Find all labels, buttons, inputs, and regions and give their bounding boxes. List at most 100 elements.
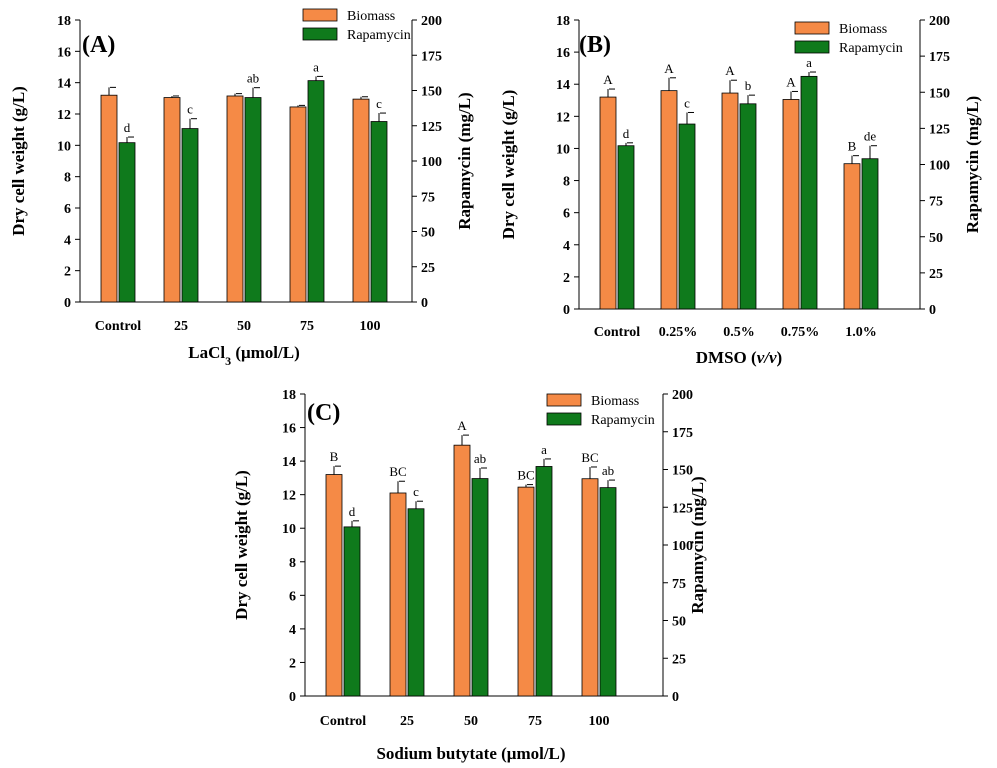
significance-label: a <box>806 55 812 70</box>
significance-label: B <box>330 449 339 464</box>
y2-tick-label: 150 <box>672 464 693 479</box>
significance-label: ab <box>474 451 486 466</box>
rapamycin-bar <box>343 526 361 697</box>
y2-tick-label: 25 <box>929 267 943 282</box>
y2-tick-label: 0 <box>929 303 936 318</box>
rapamycin-bar <box>617 145 635 310</box>
biomass-bar <box>782 99 800 310</box>
rapamycin-bar <box>244 97 262 303</box>
y2-tick-label: 75 <box>421 190 435 205</box>
y2-tick-label: 175 <box>672 426 693 441</box>
y2-tick-label: 200 <box>929 14 950 29</box>
significance-label: d <box>124 120 131 135</box>
y-tick-label: 14 <box>57 77 71 92</box>
legend-label-rapamycin: Rapamycin <box>839 41 903 56</box>
y2-tick-label: 100 <box>421 155 442 170</box>
x-axis-title-part: DMSO ( <box>696 348 757 367</box>
y2-tick-label: 0 <box>421 296 428 311</box>
y2-axis-title: Rapamycin (mg/L) <box>963 96 982 233</box>
rapamycin-bar <box>181 128 199 303</box>
legend-label-rapamycin: Rapamycin <box>347 28 411 43</box>
biomass-bar <box>352 98 370 303</box>
panel-label: (A) <box>82 32 115 58</box>
significance-label: A <box>664 61 674 76</box>
rapamycin-bar <box>800 75 818 310</box>
chart-panel-a: 0 2 4 6 8 10 12 14 16 18 0 25 50 75 100 125 150 175 200 Dry… <box>9 8 474 368</box>
y-tick-label: 10 <box>282 522 296 537</box>
y-tick-label: 8 <box>289 556 296 571</box>
rapamycin-bar <box>739 103 757 310</box>
y2-tick-label: 100 <box>672 539 693 554</box>
y-tick-label: 0 <box>64 296 71 311</box>
y-axis-title: Dry cell weight (g/L) <box>499 90 518 240</box>
y-axis-title: Dry cell weight (g/L) <box>9 86 28 236</box>
y-tick-label: 16 <box>57 45 71 60</box>
significance-label: c <box>376 96 382 111</box>
rapamycin-bar <box>307 80 325 303</box>
legend-swatch-biomass <box>794 21 830 35</box>
x-tick-label: 50 <box>237 319 251 334</box>
legend-swatch-rapamycin <box>546 412 582 426</box>
legend-label-biomass: Biomass <box>591 394 639 409</box>
significance-label: b <box>745 78 752 93</box>
y-tick-label: 4 <box>64 233 71 248</box>
y2-tick-label: 75 <box>929 195 943 210</box>
significance-label: a <box>541 442 547 457</box>
y-tick-label: 6 <box>289 589 296 604</box>
rapamycin-bar <box>535 466 553 697</box>
significance-label: c <box>187 102 193 117</box>
y2-tick-label: 125 <box>929 122 950 137</box>
legend-swatch-biomass <box>302 8 338 22</box>
x-tick-label: 25 <box>400 714 414 729</box>
y-tick-label: 10 <box>556 142 570 157</box>
y2-tick-label: 150 <box>421 85 442 100</box>
y-tick-label: 6 <box>563 207 570 222</box>
x-axis-title-part: (μmol/L) <box>231 343 300 362</box>
x-tick-label: Control <box>95 319 142 334</box>
x-tick-label: 100 <box>360 319 381 334</box>
biomass-bar <box>517 486 535 697</box>
y-tick-label: 10 <box>57 139 71 154</box>
y2-tick-label: 25 <box>421 261 435 276</box>
panel-label: (B) <box>579 32 611 58</box>
biomass-bar <box>325 474 343 697</box>
significance-label: A <box>457 418 467 433</box>
legend-swatch-rapamycin <box>302 27 338 41</box>
x-tick-label: Control <box>320 714 367 729</box>
y-tick-label: 18 <box>57 14 71 29</box>
biomass-bar <box>100 94 118 303</box>
x-tick-label: 75 <box>300 319 314 334</box>
x-axis-title: DMSO (v/v) <box>696 348 782 367</box>
y2-tick-label: 125 <box>421 120 442 135</box>
biomass-bar <box>660 90 678 310</box>
biomass-bar <box>721 92 739 310</box>
significance-label: de <box>864 129 877 144</box>
significance-label: d <box>623 126 630 141</box>
y-tick-label: 18 <box>282 388 296 403</box>
significance-label: d <box>349 504 356 519</box>
significance-label: BC <box>581 450 598 465</box>
y-tick-label: 2 <box>563 271 570 286</box>
significance-label: ab <box>247 71 259 86</box>
biomass-bar <box>163 97 181 303</box>
y2-tick-label: 50 <box>421 226 435 241</box>
significance-label: c <box>684 95 690 110</box>
y2-axis-title: Rapamycin (mg/L) <box>455 92 474 229</box>
biomass-bar <box>599 96 617 310</box>
rapamycin-bar <box>861 158 879 310</box>
y-tick-label: 14 <box>282 455 296 470</box>
y-tick-label: 12 <box>556 110 570 125</box>
y2-tick-label: 0 <box>672 690 679 705</box>
y-tick-label: 16 <box>556 46 570 61</box>
x-axis-title-part: 3 <box>225 354 231 368</box>
y2-axis-title: Rapamycin (mg/L) <box>688 476 707 613</box>
rapamycin-bar <box>407 508 425 697</box>
rapamycin-bar <box>118 142 136 303</box>
y-tick-label: 6 <box>64 202 71 217</box>
x-tick-label: 50 <box>464 714 478 729</box>
y2-tick-label: 50 <box>672 615 686 630</box>
rapamycin-bar <box>678 123 696 310</box>
y2-tick-label: 175 <box>929 50 950 65</box>
y-tick-label: 18 <box>556 14 570 29</box>
x-tick-label: 75 <box>528 714 542 729</box>
